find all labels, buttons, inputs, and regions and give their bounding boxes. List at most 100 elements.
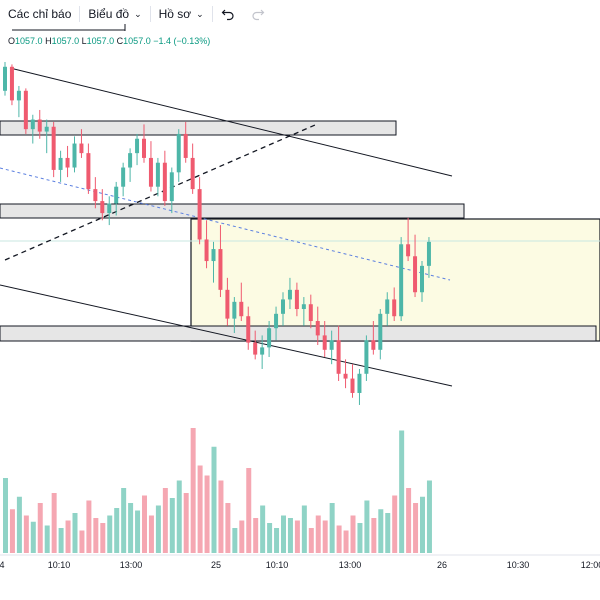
volume-bar	[72, 513, 78, 553]
candle-up[interactable]	[267, 328, 272, 348]
candle-down[interactable]	[162, 162, 167, 202]
volume-bar	[114, 508, 120, 553]
candle-down[interactable]	[350, 378, 355, 393]
profile-dropdown[interactable]: Hồ sơ ⌄	[151, 0, 212, 28]
candle-up[interactable]	[378, 313, 383, 350]
candle-down[interactable]	[225, 289, 230, 319]
indicators-button[interactable]: Các chỉ báo	[0, 0, 79, 28]
candle-up[interactable]	[44, 126, 49, 132]
candle-down[interactable]	[315, 321, 320, 336]
chart-type-dropdown[interactable]: Biểu đồ ⌄	[80, 0, 149, 28]
zone-rectangle[interactable]	[190, 218, 600, 342]
candle-up[interactable]	[287, 289, 292, 300]
candle-down[interactable]	[392, 299, 397, 317]
candle-up[interactable]	[16, 90, 21, 101]
candle-down[interactable]	[23, 90, 28, 130]
candle-down[interactable]	[100, 201, 105, 214]
candle-down[interactable]	[308, 304, 313, 322]
channel-lower-line[interactable]	[0, 284, 453, 387]
candle-up[interactable]	[169, 172, 174, 202]
candle-up[interactable]	[357, 373, 362, 393]
candle-down[interactable]	[79, 143, 84, 154]
candle-up[interactable]	[135, 138, 140, 154]
volume-bar	[79, 530, 85, 553]
open-value: 1057.0	[15, 36, 43, 46]
undo-button[interactable]	[213, 0, 243, 28]
volume-bar	[121, 488, 127, 553]
candle-down[interactable]	[246, 316, 251, 343]
redo-button[interactable]	[243, 0, 273, 28]
candle-down[interactable]	[218, 249, 223, 290]
volume-bar	[107, 515, 113, 553]
candle-up[interactable]	[232, 301, 237, 319]
volume-bar	[385, 513, 391, 553]
mid-dotted-line[interactable]	[0, 167, 451, 281]
chart-type-label: Biểu đồ	[88, 7, 130, 21]
candle-up[interactable]	[420, 265, 424, 293]
candle-down[interactable]	[343, 373, 348, 379]
candle-down[interactable]	[371, 340, 376, 350]
candle-up[interactable]	[155, 162, 160, 187]
high-value: 1057.0	[51, 36, 80, 46]
resistance-box-top[interactable]	[0, 120, 397, 136]
profile-label: Hồ sơ	[158, 7, 192, 21]
volume-bar	[343, 530, 349, 553]
candle-down[interactable]	[65, 157, 70, 168]
candle-up[interactable]	[58, 157, 63, 170]
trend-dashed-line[interactable]	[4, 124, 316, 261]
candle-down[interactable]	[142, 138, 146, 158]
volume-bar	[301, 505, 307, 553]
candle-up[interactable]	[121, 167, 126, 187]
candle-down[interactable]	[406, 244, 411, 257]
time-axis-label: 10:10	[266, 560, 289, 570]
support-box-bottom[interactable]	[0, 325, 597, 342]
volume-bar	[100, 523, 106, 553]
candle-up[interactable]	[114, 186, 119, 204]
candle-down[interactable]	[204, 239, 209, 262]
candle-up[interactable]	[176, 133, 181, 173]
candle-down[interactable]	[86, 153, 91, 190]
candle-down[interactable]	[253, 342, 258, 355]
volume-bar	[148, 515, 154, 553]
candle-down[interactable]	[148, 157, 153, 187]
candle-up[interactable]	[301, 304, 306, 310]
candle-down[interactable]	[239, 301, 244, 317]
candle-down[interactable]	[37, 119, 42, 132]
time-axis-label: 13:00	[120, 560, 143, 570]
candle-down[interactable]	[183, 133, 188, 158]
resistance-box-mid[interactable]	[0, 203, 465, 219]
candle-up[interactable]	[274, 313, 279, 329]
candle-down[interactable]	[93, 189, 98, 202]
candle-up[interactable]	[364, 340, 369, 374]
candle-down[interactable]	[9, 66, 14, 101]
candle-up[interactable]	[281, 299, 285, 314]
candle-up[interactable]	[426, 241, 431, 266]
candle-up[interactable]	[399, 244, 404, 317]
candle-down[interactable]	[413, 256, 418, 293]
candle-down[interactable]	[51, 126, 56, 170]
candles	[3, 62, 431, 405]
candle-down[interactable]	[197, 189, 202, 240]
candle-up[interactable]	[211, 249, 216, 262]
candle-up[interactable]	[128, 153, 133, 168]
candle-up[interactable]	[30, 119, 35, 130]
volume-bar	[392, 495, 398, 553]
volume-bar	[315, 515, 321, 553]
candle-up[interactable]	[107, 203, 112, 214]
candle-up[interactable]	[329, 340, 334, 350]
channel-upper-line[interactable]	[9, 67, 453, 177]
candle-down[interactable]	[336, 340, 341, 374]
candle-up[interactable]	[260, 347, 265, 355]
change-value: −1.4 (−0.13%)	[153, 36, 211, 46]
volume-bar	[9, 509, 15, 553]
chevron-down-icon: ⌄	[196, 8, 204, 19]
candle-up[interactable]	[3, 66, 7, 91]
candle-down[interactable]	[322, 335, 327, 350]
candle-down[interactable]	[294, 289, 299, 310]
candle-down[interactable]	[190, 157, 195, 190]
volume-bar	[308, 528, 314, 553]
candle-up[interactable]	[385, 299, 390, 314]
candle-up[interactable]	[72, 143, 77, 168]
volume-bar	[37, 503, 43, 553]
